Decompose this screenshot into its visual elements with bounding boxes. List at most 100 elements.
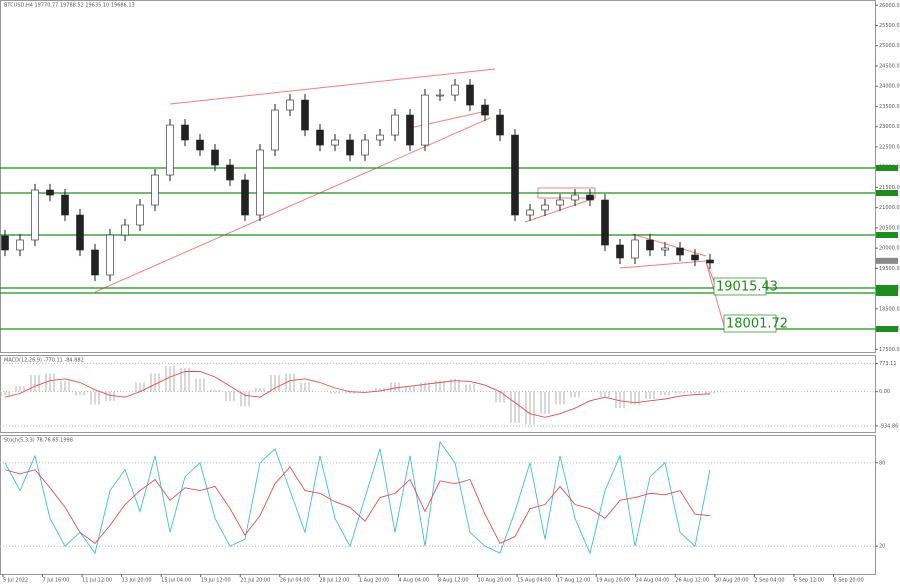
y-tick-label: 773.11	[879, 361, 897, 367]
x-tick-label: 11 Jul 12:00	[82, 578, 112, 584]
y-tick-label: 21500.00	[879, 185, 900, 191]
level-tag	[876, 289, 898, 296]
candle-body	[301, 99, 309, 131]
candle-body	[256, 149, 264, 216]
level-tag	[876, 284, 898, 291]
candle-body	[631, 239, 639, 259]
annotation: 18001.72	[726, 317, 788, 332]
y-tick-label: 80	[879, 460, 885, 466]
x-tick-label: 4 Aug 04:00	[398, 578, 429, 584]
trend-line	[631, 233, 707, 257]
y-tick-label: 19500.00	[879, 266, 900, 272]
indicator-line	[4, 440, 711, 555]
candle-body	[31, 189, 39, 241]
candle-body	[436, 94, 444, 97]
x-tick-label: 15 Jul 04:00	[161, 578, 191, 584]
x-tick-label: 21 Jul 20:00	[240, 578, 270, 584]
candle-body	[406, 114, 414, 146]
y-tick-label: 0.00	[879, 389, 890, 395]
candle-body	[691, 254, 699, 261]
candle-body	[241, 179, 249, 216]
y-tick-label: 23500.00	[879, 104, 900, 110]
stoch-label: Stoch(5,3,3) 78.76 65.1998	[4, 438, 73, 444]
candle-body	[226, 164, 234, 181]
y-tick-label: 26000.00	[879, 3, 900, 9]
candle-body	[586, 194, 594, 201]
x-tick-label: 28 Jul 12:00	[319, 578, 349, 584]
candle-body	[61, 194, 69, 216]
trend-line	[619, 260, 707, 269]
candle-body	[511, 134, 519, 216]
x-tick-label: 24 Aug 04:00	[636, 578, 670, 584]
y-tick-label: 25500.00	[879, 23, 900, 29]
y-tick-label: 17500.00	[879, 347, 900, 353]
candle-body	[286, 99, 294, 111]
y-tick-label: 18500.00	[879, 306, 900, 312]
candle-body	[76, 214, 84, 251]
indicator-line	[4, 371, 711, 418]
indicator-line	[4, 466, 711, 545]
x-tick-label: 13 Jul 20:00	[122, 578, 152, 584]
level-tag	[876, 326, 898, 333]
candle-body	[136, 204, 144, 226]
x-tick-label: 19 Jul 12:00	[201, 578, 231, 584]
x-tick-label: 10 Aug 20:00	[478, 578, 512, 584]
x-tick-label: 15 Aug 04:00	[517, 578, 551, 584]
y-tick-label: 20000.00	[879, 246, 900, 252]
candle-body	[646, 239, 654, 251]
trend-line	[94, 117, 491, 293]
x-tick-label: 19 Aug 20:00	[596, 578, 630, 584]
y-tick-label: 23000.00	[879, 124, 900, 130]
candle-body	[181, 124, 189, 141]
candle-body	[421, 94, 429, 146]
candle-body	[541, 204, 549, 211]
candle-body	[1, 235, 9, 251]
candle-body	[616, 244, 624, 259]
y-tick-label: 25000.00	[879, 43, 900, 49]
candle-body	[391, 114, 399, 136]
x-tick-label: 2 Sep 04:00	[754, 578, 784, 584]
candle-body	[676, 247, 684, 256]
x-tick-label: 26 Aug 12:00	[675, 578, 709, 584]
annotation-box	[723, 314, 777, 333]
candle-body	[196, 139, 204, 151]
main-panel	[0, 0, 876, 353]
candle-body	[211, 149, 219, 166]
y-tick-label: -934.86	[879, 423, 898, 429]
annotation-box	[713, 277, 767, 296]
y-tick-label: 20	[879, 544, 885, 550]
y-tick-label: 24500.00	[879, 63, 900, 69]
candle-body	[526, 209, 534, 216]
annotation: 19015.43	[716, 280, 778, 295]
x-tick-label: 1 Aug 20:00	[359, 578, 390, 584]
macd-label: MACD(12,26,9) -770.11 -84.882	[4, 358, 84, 364]
x-tick-label: 30 Aug 20:00	[715, 578, 749, 584]
candle-body	[331, 139, 339, 146]
x-tick-label: 7 Jul 16:00	[43, 578, 70, 584]
candle-body	[376, 134, 384, 141]
candle-body	[601, 199, 609, 246]
y-tick-label: 24000.00	[879, 84, 900, 90]
symbol-header: BTCUSD,H4 19770.77 19788.52 19635.10 196…	[4, 3, 135, 9]
candle-body	[271, 109, 279, 151]
x-tick-label: 17 Aug 12:00	[557, 578, 591, 584]
candle-body	[316, 129, 324, 146]
candle-body	[556, 199, 564, 206]
candle-body	[706, 259, 714, 264]
last-price-tag	[876, 257, 898, 264]
y-tick-label: 20500.00	[879, 225, 900, 231]
candle-body	[361, 139, 369, 156]
candle-body	[46, 189, 54, 196]
x-tick-label: 8 Sep 20:00	[833, 578, 863, 584]
trend-line	[169, 68, 496, 105]
candle-body	[121, 224, 129, 236]
candle-body	[151, 174, 159, 206]
candle-body	[466, 84, 474, 106]
candle-body	[451, 84, 459, 96]
candle-body	[166, 124, 174, 176]
x-tick-label: 6 Sep 12:00	[794, 578, 824, 584]
level-tag	[876, 190, 898, 197]
y-tick-label: 21000.00	[879, 205, 900, 211]
x-tick-label: 5 Jul 2022	[3, 578, 28, 584]
candle-body	[16, 239, 24, 251]
